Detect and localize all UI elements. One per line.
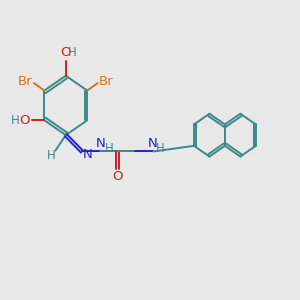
Text: N: N <box>148 137 158 150</box>
Text: O: O <box>19 114 29 127</box>
Text: Br: Br <box>99 75 114 88</box>
Text: N: N <box>96 137 106 150</box>
Text: O: O <box>61 46 71 59</box>
Text: H: H <box>46 149 55 162</box>
Text: H: H <box>11 114 20 127</box>
Text: H: H <box>156 142 164 155</box>
Text: O: O <box>112 170 123 183</box>
Text: N: N <box>82 148 92 161</box>
Text: H: H <box>68 46 77 59</box>
Text: Br: Br <box>18 75 32 88</box>
Text: H: H <box>105 142 113 155</box>
